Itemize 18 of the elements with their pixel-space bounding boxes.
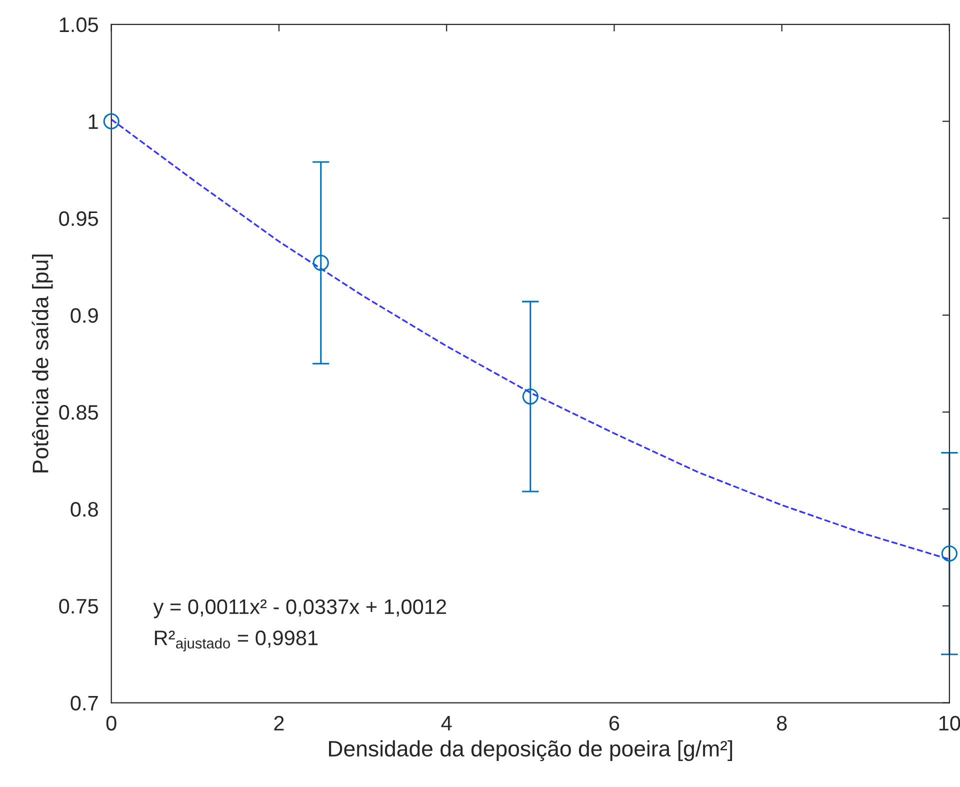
- y-tick-label: 1.05: [60, 17, 98, 32]
- y-axis-title: Potência de saída [pu]: [32, 254, 53, 472]
- x-axis-title: Densidade da deposição de poeira [g/m²]: [329, 740, 732, 762]
- annotation: R²$_{ajustado}$ = 0,9981: [154, 630, 318, 652]
- y-tick-label: 0.7: [70, 696, 98, 711]
- x-tick-label: 10: [939, 716, 960, 731]
- y-tick-label: 0.9: [70, 308, 98, 323]
- y-tick-label: 0.8: [70, 502, 98, 517]
- x-tick-label: 8: [776, 716, 787, 731]
- y-tick-label: 1: [88, 114, 98, 129]
- y-tick-label: 0.95: [59, 211, 98, 226]
- annotation: y = 0,0011x² - 0,0337x + 1,0012: [153, 599, 446, 618]
- x-tick-label: 6: [609, 716, 620, 731]
- x-tick-label: 0: [106, 716, 116, 731]
- x-tick-label: 4: [441, 716, 452, 730]
- y-tick-label: 0.75: [59, 598, 98, 614]
- x-tick-label: 2: [274, 716, 284, 730]
- y-tick-label: 0.85: [59, 405, 98, 420]
